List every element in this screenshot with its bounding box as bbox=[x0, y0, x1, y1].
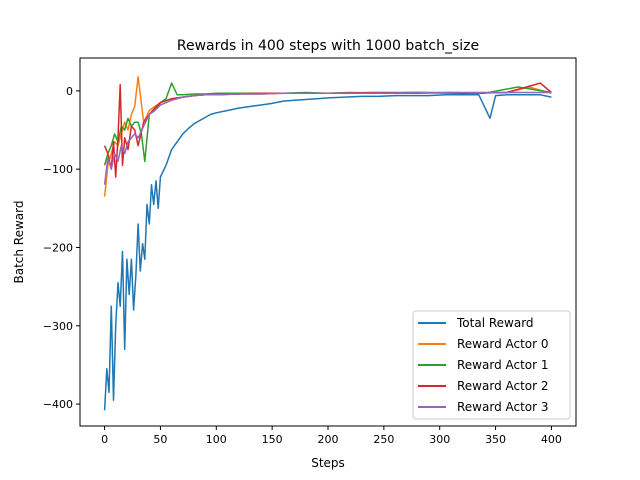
legend-label-1: Reward Actor 0 bbox=[457, 337, 549, 351]
y-tick-label: −300 bbox=[43, 320, 73, 333]
legend-box bbox=[412, 310, 571, 420]
x-tick-label: 0 bbox=[101, 433, 108, 446]
y-tick-label: −400 bbox=[43, 398, 73, 411]
x-tick-label: 50 bbox=[153, 433, 167, 446]
legend: Total Reward Reward Actor 0 Reward Actor 1… bbox=[412, 310, 571, 420]
plot-area bbox=[79, 57, 577, 427]
x-tick-label: 150 bbox=[262, 433, 283, 446]
x-tick-label: 250 bbox=[373, 433, 394, 446]
y-tick-label: −200 bbox=[43, 241, 73, 254]
chart-title: Rewards in 400 steps with 1000 batch_siz… bbox=[177, 38, 479, 54]
legend-label-2: Reward Actor 1 bbox=[457, 358, 549, 372]
legend-label-3: Reward Actor 2 bbox=[457, 379, 549, 393]
y-axis: −400 −300 −200 −100 0 bbox=[43, 85, 80, 411]
y-axis-label: Batch Reward bbox=[12, 201, 26, 284]
legend-label-0: Total Reward bbox=[456, 316, 534, 330]
x-axis: 0 50 100 150 200 250 300 350 400 bbox=[101, 426, 562, 446]
x-axis-label: Steps bbox=[311, 456, 345, 470]
series-line-0 bbox=[103, 94, 552, 411]
x-tick-label: 300 bbox=[429, 433, 450, 446]
x-tick-label: 100 bbox=[206, 433, 227, 446]
series-line-4 bbox=[103, 91, 552, 185]
y-tick-label: −100 bbox=[43, 163, 73, 176]
y-tick-label: 0 bbox=[66, 85, 73, 98]
legend-label-4: Reward Actor 3 bbox=[457, 400, 549, 414]
x-tick-label: 200 bbox=[318, 433, 339, 446]
x-tick-label: 400 bbox=[541, 433, 562, 446]
series-layer bbox=[103, 76, 552, 411]
x-tick-label: 350 bbox=[485, 433, 506, 446]
